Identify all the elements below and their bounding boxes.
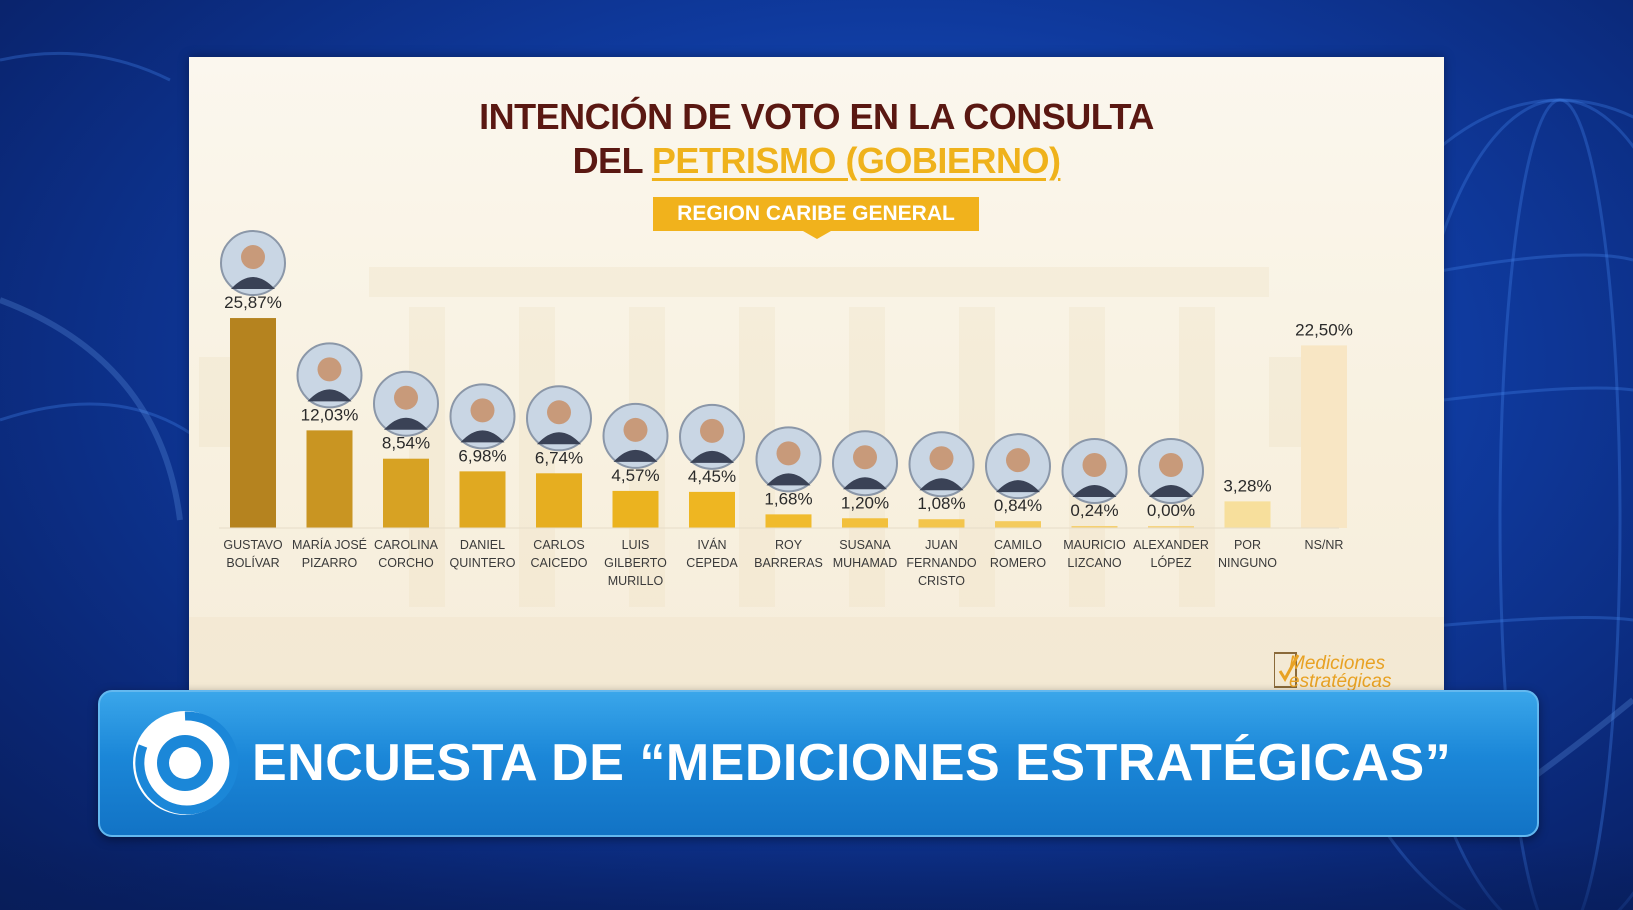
value-label-9: 1,08% — [917, 494, 965, 513]
chart-title: INTENCIÓN DE VOTO EN LA CONSULTA DEL PET… — [189, 95, 1444, 183]
candidate-photo-icon-5 — [602, 402, 669, 469]
category-label-8-0: SUSANA — [839, 538, 891, 552]
candidate-photo-icon-3 — [449, 383, 516, 450]
region-badge: REGION CARIBE GENERAL — [653, 197, 979, 239]
category-label-2-0: CAROLINA — [374, 538, 439, 552]
candidate-photo-icon-9 — [908, 431, 975, 498]
category-label-4-1: CAICEDO — [531, 556, 588, 570]
category-label-11-0: MAURICIO — [1063, 538, 1126, 552]
category-label-9-0: JUAN — [925, 538, 958, 552]
bar-2 — [383, 458, 429, 528]
category-label-9-1: FERNANDO — [906, 556, 976, 570]
value-label-10: 0,84% — [994, 496, 1042, 515]
title-line-1: INTENCIÓN DE VOTO EN LA CONSULTA — [479, 96, 1154, 137]
category-label-10-0: CAMILO — [994, 538, 1042, 552]
category-label-5-1: GILBERTO — [604, 556, 667, 570]
bar-11 — [1071, 526, 1118, 528]
value-label-11: 0,24% — [1070, 501, 1118, 520]
bar-7 — [765, 514, 812, 528]
bar-13 — [1224, 501, 1271, 528]
bar-14 — [1301, 345, 1347, 528]
lower-third-banner: ENCUESTA DE “MEDICIONES ESTRATÉGICAS” — [98, 690, 1539, 837]
category-label-10-1: ROMERO — [990, 556, 1047, 570]
bar-9 — [918, 519, 965, 528]
value-label-8: 1,20% — [841, 493, 889, 512]
category-label-9-2: CRISTO — [918, 574, 965, 588]
candidate-photo-icon-6 — [679, 403, 745, 470]
pollster-logo-icon — [1274, 652, 1300, 688]
title-line-2-prefix: DEL — [572, 140, 652, 181]
category-label-3-0: DANIEL — [460, 538, 505, 552]
title-line-2: DEL PETRISMO (GOBIERNO) — [189, 139, 1444, 183]
bar-4 — [536, 473, 582, 528]
category-label-13-0: POR — [1234, 538, 1261, 552]
category-label-0-0: GUSTAVO — [223, 538, 283, 552]
value-label-12: 0,00% — [1147, 501, 1195, 520]
category-label-3-1: QUINTERO — [450, 556, 516, 570]
logo-text-line-1: Mediciones — [1289, 653, 1386, 674]
category-label-12-0: ALEXANDER — [1133, 538, 1209, 552]
category-label-1-1: PIZARRO — [302, 556, 358, 570]
bar-3 — [459, 471, 506, 528]
candidate-photo-icon-0 — [220, 230, 286, 297]
category-label-7-0: ROY — [775, 538, 803, 552]
candidate-photo-icon-10 — [985, 433, 1051, 500]
value-label-4: 6,74% — [535, 448, 583, 467]
bar-0 — [230, 318, 276, 528]
candidate-photo-icon-1 — [296, 342, 363, 409]
value-label-3: 6,98% — [458, 446, 506, 465]
bottom-strip — [0, 840, 1633, 910]
candidate-photo-icon-8 — [832, 430, 898, 497]
pollster-logo-text: Mediciones estratégicas — [1289, 653, 1392, 691]
category-label-13-1: NINGUNO — [1218, 556, 1277, 570]
candidate-photo-icon-7 — [755, 426, 822, 493]
candidate-photo-icon-2 — [373, 370, 439, 437]
category-label-8-1: MUHAMAD — [833, 556, 898, 570]
value-label-13: 3,28% — [1223, 476, 1271, 495]
category-label-5-0: LUIS — [622, 538, 650, 552]
value-label-1: 12,03% — [301, 405, 359, 424]
candidate-photo-icon-11 — [1061, 438, 1128, 504]
value-label-0: 25,87% — [224, 293, 282, 312]
category-label-6-0: IVÁN — [697, 537, 726, 552]
title-highlight: PETRISMO (GOBIERNO) — [651, 140, 1061, 181]
channel-logo-icon — [133, 711, 239, 815]
value-label-14: 22,50% — [1295, 320, 1353, 339]
category-label-12-1: LÓPEZ — [1151, 555, 1192, 570]
bar-6 — [689, 491, 735, 528]
bar-12 — [1148, 526, 1194, 528]
banner-headline: ENCUESTA DE “MEDICIONES ESTRATÉGICAS” — [252, 734, 1452, 792]
category-label-11-1: LIZCANO — [1067, 556, 1121, 570]
category-label-5-2: MURILLO — [608, 574, 664, 588]
logo-text-line-2: estratégicas — [1289, 671, 1392, 691]
value-label-6: 4,45% — [688, 467, 736, 486]
value-label-2: 8,54% — [382, 434, 430, 453]
category-label-6-1: CEPEDA — [686, 556, 738, 570]
bar-chart: 25,87% GUSTAVO BOLÍVAR 12,03% MARÍA JOSÉ PIZA… — [219, 230, 1353, 588]
value-label-7: 1,68% — [764, 489, 812, 508]
category-label-4-0: CARLOS — [533, 538, 584, 552]
candidate-photo-icon-4 — [526, 385, 592, 452]
category-label-7-1: BARRERAS — [754, 556, 823, 570]
category-label-2-1: CORCHO — [378, 556, 434, 570]
category-label-0-1: BOLÍVAR — [226, 555, 279, 570]
bar-10 — [995, 521, 1041, 528]
candidate-photo-icon-12 — [1138, 438, 1204, 504]
category-label-1-0: MARÍA JOSÉ — [292, 537, 367, 552]
bar-8 — [842, 518, 888, 528]
chart-slide: INTENCIÓN DE VOTO EN LA CONSULTA DEL PET… — [189, 57, 1444, 691]
bar-1 — [306, 430, 353, 528]
value-label-5: 4,57% — [611, 466, 659, 485]
bar-5 — [612, 490, 659, 528]
category-label-14-0: NS/NR — [1305, 538, 1344, 552]
